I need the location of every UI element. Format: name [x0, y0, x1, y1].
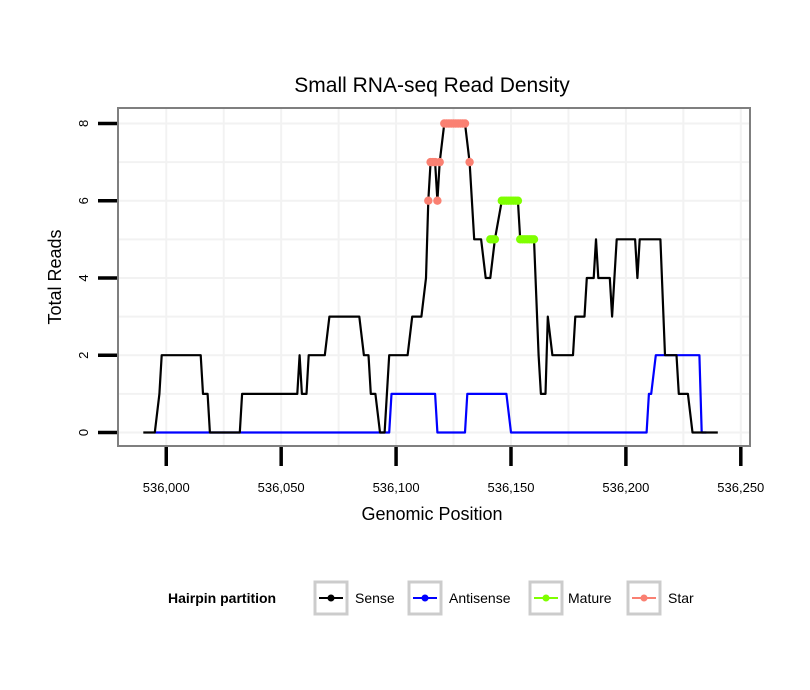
- chart-title: Small RNA-seq Read Density: [294, 74, 570, 97]
- x-tick-label: 536,200: [602, 480, 649, 495]
- legend-key-point: [640, 594, 648, 602]
- plot-border: [117, 107, 751, 447]
- legend: Hairpin partition Sense Antisense Mature St…: [168, 580, 694, 616]
- data-point-star: [433, 196, 442, 205]
- legend-key-point: [542, 594, 550, 602]
- data-point-star: [435, 157, 444, 167]
- x-axis-title: Genomic Position: [361, 504, 502, 524]
- legend-key-point: [421, 594, 429, 602]
- y-tick-label: 0: [76, 429, 91, 436]
- legend-item-star: Star: [626, 580, 694, 616]
- data-point-star: [460, 119, 470, 128]
- data-point-mature: [490, 235, 500, 244]
- legend-item-sense: Sense: [313, 580, 395, 616]
- x-tick-label: 536,100: [373, 480, 420, 495]
- y-axis: 0 2 4 6 8: [76, 120, 117, 436]
- legend-title: Hairpin partition: [168, 590, 276, 606]
- x-tick-label: 536,250: [717, 480, 764, 495]
- x-axis: 536,000 536,050 536,100 536,150 536,200 536,2…: [143, 447, 764, 495]
- x-tick-label: 536,000: [143, 480, 190, 495]
- legend-label: Antisense: [449, 590, 511, 606]
- y-tick-label: 8: [76, 120, 91, 127]
- legend-label: Star: [668, 590, 694, 606]
- y-tick-label: 6: [76, 197, 91, 204]
- y-axis-title: Total Reads: [45, 229, 65, 324]
- legend-item-mature: Mature: [528, 580, 612, 616]
- x-tick-label: 536,050: [258, 480, 305, 495]
- legend-item-antisense: Antisense: [407, 580, 511, 616]
- series-layer: [143, 119, 718, 434]
- data-point-star: [424, 196, 433, 205]
- y-tick-label: 2: [76, 352, 91, 359]
- grid-lines: [118, 108, 750, 446]
- x-tick-label: 536,150: [487, 480, 534, 495]
- y-tick-label: 4: [76, 274, 91, 281]
- data-point-mature: [513, 196, 523, 205]
- legend-key-point: [327, 594, 335, 602]
- data-point-mature: [529, 235, 539, 244]
- data-point-star: [465, 157, 474, 167]
- legend-label: Sense: [355, 590, 395, 606]
- legend-label: Mature: [568, 590, 612, 606]
